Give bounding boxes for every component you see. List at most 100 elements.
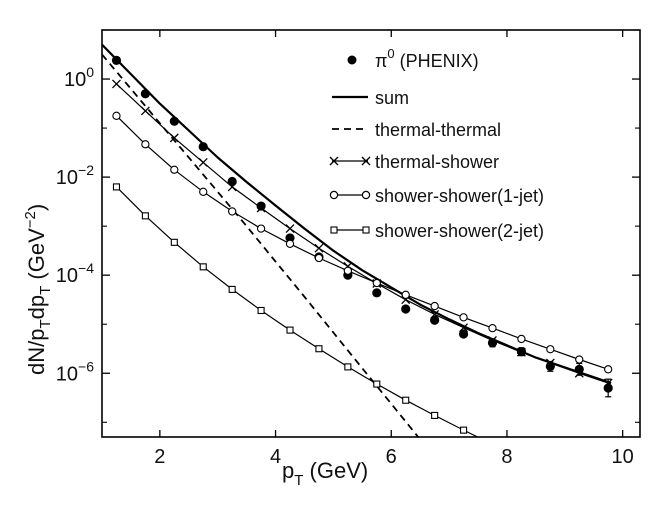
series-line-sum	[102, 43, 612, 385]
data-point-phenix	[372, 288, 382, 298]
marker-shower-shower-2-jet	[489, 441, 495, 447]
marker-shower-shower-1-jet	[112, 111, 121, 120]
marker-shower-shower-1-jet	[314, 253, 324, 263]
series-line-thermal-shower	[116, 83, 609, 384]
data-point-phenix	[430, 315, 440, 325]
x-tick-label: 8	[501, 446, 512, 468]
legend-label-phenix: π0 (PHENIX)	[375, 46, 479, 71]
legend-marker-phenix	[347, 55, 357, 65]
y-axis-title: dN/pTdpT (GeV−2)	[22, 204, 54, 375]
y-tick-label: 10−4	[56, 260, 94, 287]
marker-shower-shower-2-jet	[344, 363, 352, 371]
marker-thermal-shower	[112, 79, 121, 89]
marker-shower-shower-2-jet	[112, 183, 121, 191]
data-point-phenix	[256, 201, 266, 211]
marker-shower-shower-1-jet	[141, 140, 150, 149]
marker-thermal-shower	[574, 368, 584, 378]
marker-thermal-shower	[603, 378, 613, 388]
marker-shower-shower-2-jet	[141, 212, 149, 220]
data-point-phenix	[198, 142, 208, 152]
data-point-phenix	[458, 329, 469, 339]
y-tick-label: 10−6	[56, 358, 94, 385]
marker-thermal-shower	[285, 224, 295, 234]
legend-label-sum: sum	[375, 88, 409, 108]
legend-label-thermal-shower: thermal-shower	[375, 152, 499, 172]
legend-marker-shower-1jet-1	[329, 190, 339, 200]
marker-shower-shower-1-jet	[256, 224, 266, 233]
marker-thermal-shower	[545, 358, 555, 368]
marker-shower-shower-1-jet	[546, 345, 555, 354]
x-axis-title: pT (GeV)	[282, 458, 368, 489]
marker-shower-shower-2-jet	[460, 426, 468, 434]
marker-shower-shower-1-jet	[459, 313, 468, 322]
marker-shower-shower-2-jet	[199, 263, 207, 271]
marker-shower-shower-1-jet	[488, 323, 497, 333]
marker-thermal-shower	[488, 335, 497, 345]
y-axis-title-part-2: T	[37, 319, 54, 328]
legend-marker-shower-1jet-2	[361, 190, 371, 200]
data-point-phenix	[140, 89, 150, 99]
marker-shower-shower-1-jet	[604, 365, 613, 374]
y-axis-title-part-1: dN/p	[24, 329, 49, 375]
marker-thermal-shower	[459, 323, 469, 333]
marker-thermal-shower	[140, 106, 150, 116]
marker-shower-shower-1-jet	[517, 334, 526, 344]
legend-label-phenix-sup: 0	[387, 46, 394, 61]
marker-thermal-shower	[198, 157, 208, 167]
legend: π0 (PHENIX) sum thermal-thermal thermal-…	[329, 46, 544, 241]
legend-marker-shower-2jet-1	[330, 226, 338, 234]
marker-shower-shower-2-jet	[170, 238, 178, 246]
marker-shower-shower-1-jet	[575, 355, 584, 364]
y-axis-title-part-7: )	[24, 204, 49, 211]
x-axis-title-main: p	[282, 458, 294, 483]
x-tick-label: 2	[154, 446, 165, 468]
marker-shower-shower-2-jet	[402, 396, 410, 404]
marker-thermal-shower	[430, 309, 440, 319]
marker-shower-shower-2-jet	[315, 345, 323, 353]
marker-thermal-shower	[314, 243, 324, 253]
marker-shower-shower-1-jet	[343, 266, 353, 275]
series-line-shower-shower-2-jet	[116, 186, 479, 437]
x-axis-title-unit: (GeV)	[303, 458, 368, 483]
plot-frame	[101, 29, 641, 438]
legend-marker-shower-2jet-2	[362, 226, 370, 234]
data-point-phenix	[285, 233, 295, 243]
marker-shower-shower-2-jet	[228, 285, 236, 293]
marker-shower-shower-2-jet	[286, 326, 294, 334]
marker-thermal-shower	[516, 347, 526, 357]
marker-thermal-shower	[227, 182, 237, 192]
x-tick-label: 6	[386, 446, 397, 468]
marker-thermal-shower	[169, 133, 179, 143]
marker-shower-shower-1-jet	[430, 301, 439, 311]
legend-label-phenix-main: π	[375, 51, 387, 71]
legend-label-shower-2jet: shower-shower(2-jet)	[375, 221, 544, 241]
y-axis-title-part-3: dp	[24, 295, 49, 319]
x-tick-label: 10	[612, 446, 634, 468]
marker-shower-shower-1-jet	[401, 290, 410, 299]
marker-shower-shower-2-jet	[373, 380, 381, 388]
y-axis-title-part-4: T	[37, 286, 54, 295]
plot-content	[102, 43, 613, 447]
y-tick-label: 100	[64, 64, 94, 91]
data-point-phenix	[401, 304, 411, 314]
marker-shower-shower-2-jet	[257, 306, 265, 315]
y-ticks: 100 10−2 10−4 10−6	[56, 29, 640, 423]
x-tick-label: 4	[270, 446, 281, 468]
series-line-thermal-thermal	[102, 53, 420, 437]
x-ticks: 2 4 6 8 10	[154, 30, 634, 468]
marker-shower-shower-1-jet	[199, 187, 208, 196]
legend-marker-thermal-shower-2	[361, 156, 371, 166]
series-line-shower-shower-1-jet	[116, 115, 609, 370]
marker-shower-shower-1-jet	[285, 239, 295, 248]
marker-shower-shower-2-jet	[431, 411, 439, 419]
y-axis-title-part-5: (GeV	[24, 228, 49, 286]
marker-shower-shower-1-jet	[228, 207, 237, 216]
legend-marker-thermal-shower-1	[329, 156, 339, 166]
y-axis-title-part-6: −2	[22, 211, 39, 228]
marker-shower-shower-1-jet	[170, 165, 179, 174]
legend-label-phenix-tail: (PHENIX)	[395, 51, 479, 71]
legend-label-shower-1jet: shower-shower(1-jet)	[375, 186, 544, 206]
marker-shower-shower-1-jet	[372, 278, 381, 288]
y-tick-label: 10−2	[56, 162, 94, 189]
